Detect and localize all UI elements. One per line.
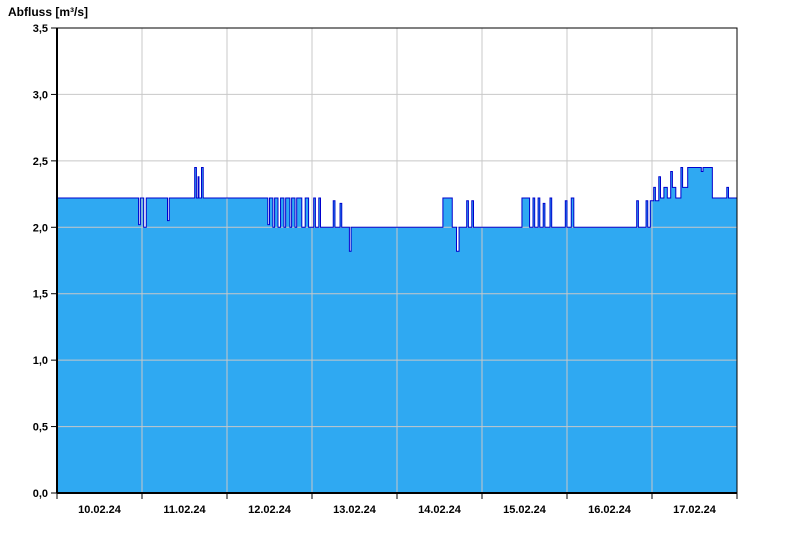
- y-tick-label: 2,0: [33, 222, 48, 234]
- y-tick-label: 3,0: [33, 89, 48, 101]
- x-tick-label: 15.02.24: [503, 504, 547, 516]
- x-tick-label: 17.02.24: [673, 504, 717, 516]
- chart-title: Abfluss [m³/s]: [8, 5, 89, 19]
- y-tick-label: 0,5: [33, 422, 48, 434]
- y-tick-label: 1,0: [33, 355, 48, 367]
- y-tick-label: 2,5: [33, 156, 48, 168]
- discharge-line: [57, 167, 737, 252]
- y-tick-label: 1,5: [33, 289, 48, 301]
- x-tick-label: 16.02.24: [588, 504, 632, 516]
- x-tick-label: 10.02.24: [78, 504, 122, 516]
- x-tick-label: 13.02.24: [333, 504, 377, 516]
- y-tick-label: 3,5: [33, 23, 48, 35]
- x-tick-label: 12.02.24: [248, 504, 292, 516]
- y-tick-label: 0,0: [33, 488, 48, 500]
- x-tick-label: 14.02.24: [418, 504, 462, 516]
- x-tick-label: 11.02.24: [163, 504, 206, 516]
